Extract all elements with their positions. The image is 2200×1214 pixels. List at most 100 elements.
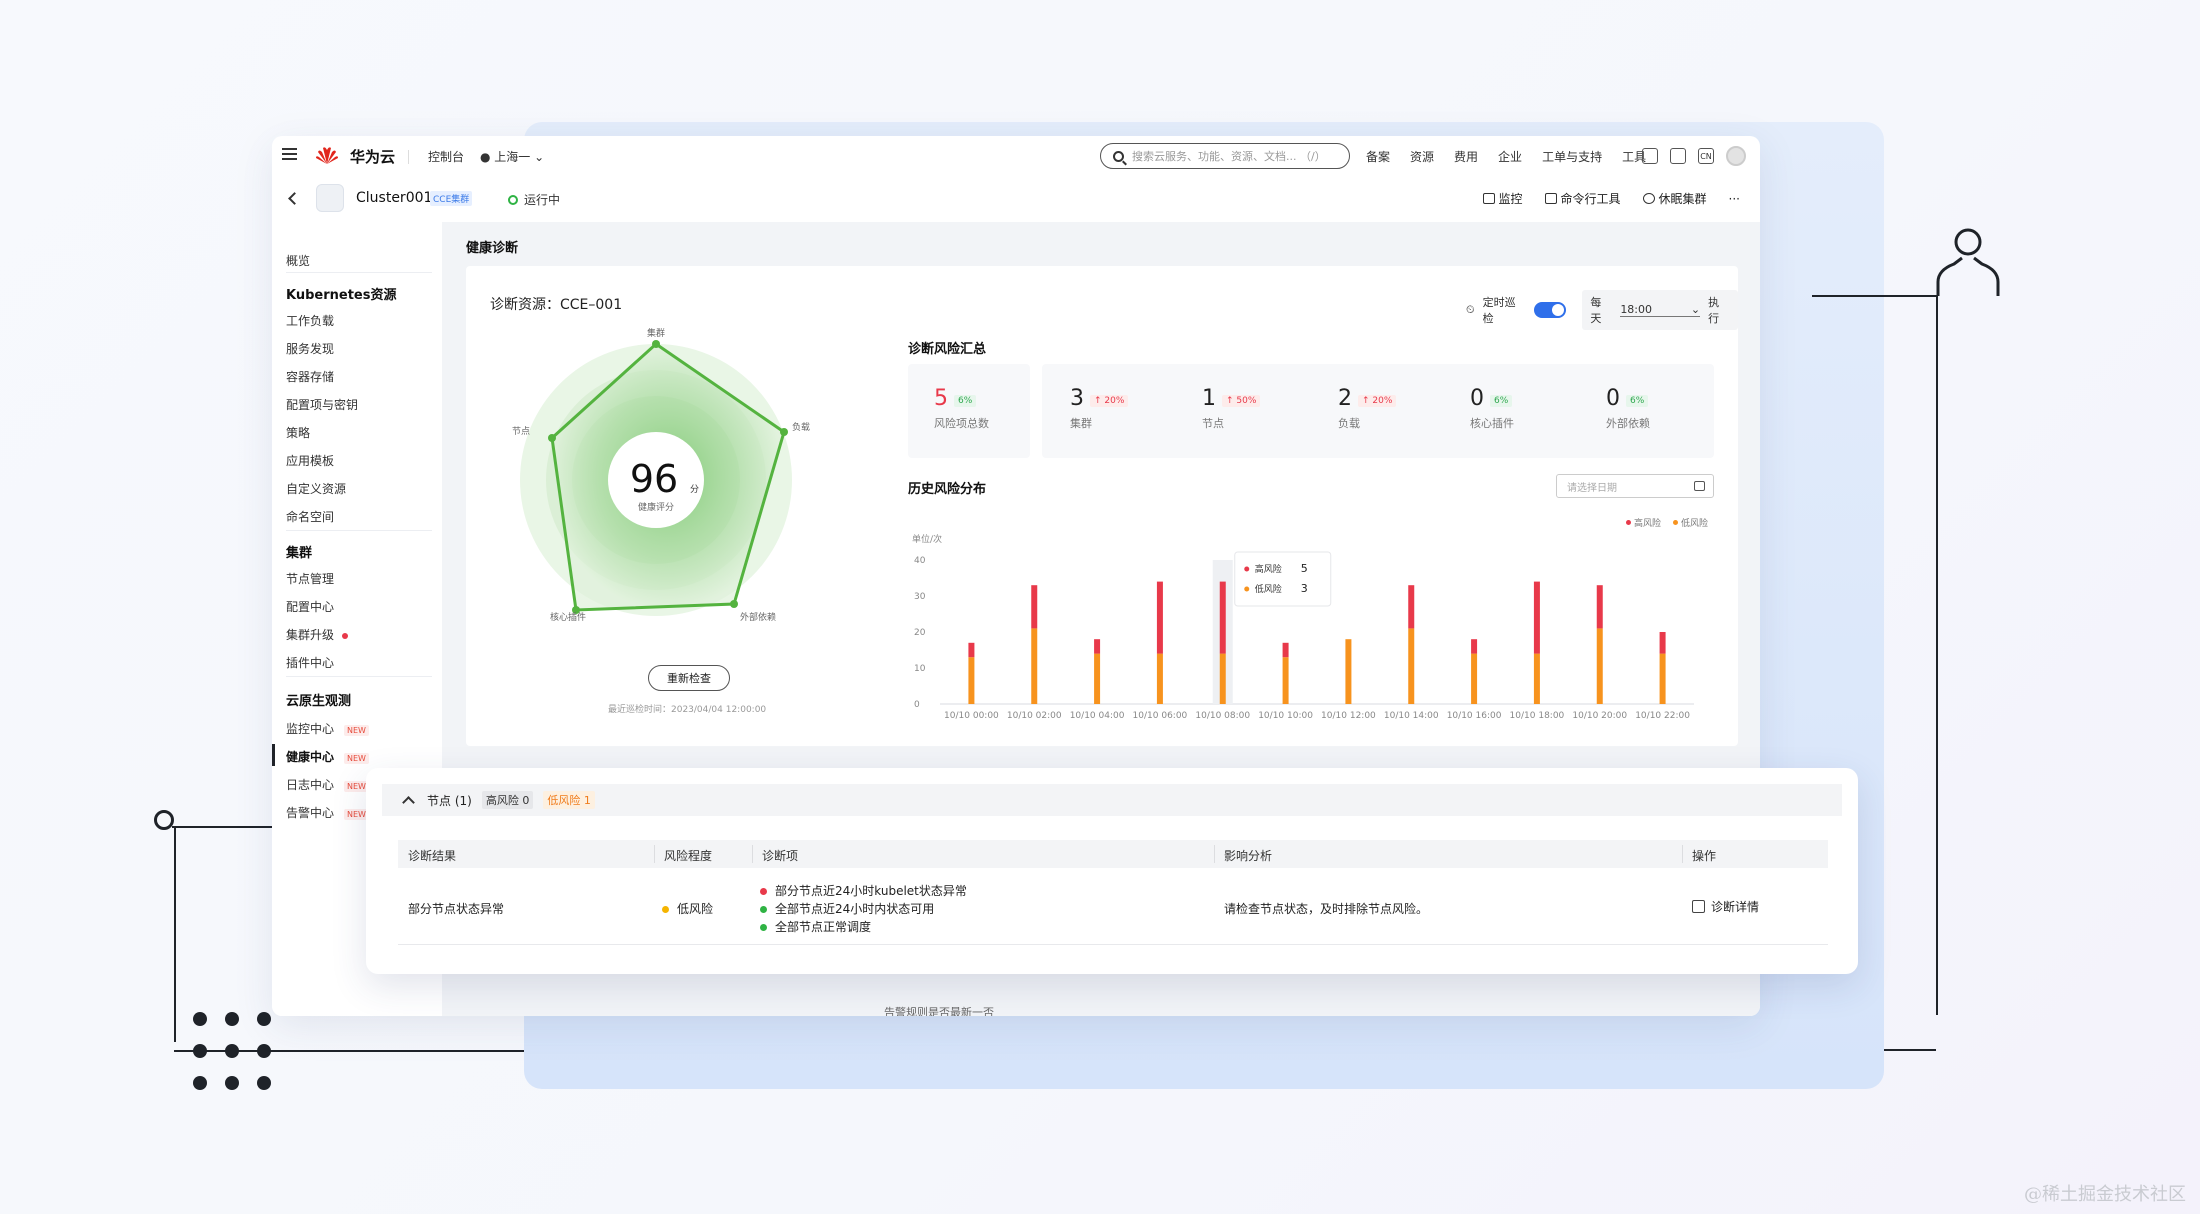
patrol-toggle[interactable] <box>1534 302 1567 318</box>
chevron-up-icon[interactable] <box>402 796 415 809</box>
risk-category-box: 3 ↑ 20% 集群 1 ↑ 50% 节点 2 ↑ 20% 负载 0 6% 核心插件 0… <box>1042 364 1714 458</box>
more-menu-icon[interactable]: ··· <box>1728 191 1740 206</box>
cli-tool-button[interactable]: 命令行工具 <box>1544 190 1621 207</box>
risk-badge: ↑ 50% <box>1222 394 1261 407</box>
bar-low-risk[interactable] <box>1219 653 1226 704</box>
node-diagnosis-panel: 节点 (1) 高风险 0 低风险 1 诊断结果 风险程度 诊断项 影响分析 操作… <box>366 768 1858 974</box>
topbar-link-resources[interactable]: 资源 <box>1410 150 1435 164</box>
date-picker[interactable]: 请选择日期 <box>1556 474 1714 498</box>
legend-low: 低风险 <box>1673 516 1708 529</box>
sidebar-item-overview[interactable]: 概览 <box>286 254 311 268</box>
diagnosis-detail-link[interactable]: 诊断详情 <box>1692 898 1759 915</box>
bar-low-risk[interactable] <box>1596 628 1603 704</box>
bar-high-risk[interactable] <box>968 642 975 658</box>
bar-low-risk[interactable] <box>1282 657 1289 704</box>
bar-low-risk[interactable] <box>1031 628 1038 704</box>
sidebar-item-label: 日志中心 <box>286 778 335 792</box>
decor-dot <box>193 1076 207 1090</box>
monitor-label: 监控 <box>1498 192 1523 206</box>
bar-high-risk[interactable] <box>1659 632 1666 654</box>
recheck-button[interactable]: 重新检查 <box>648 665 730 691</box>
tooltip-label: 高风险 <box>1255 563 1282 575</box>
bar-high-risk[interactable] <box>1408 585 1415 629</box>
bar-low-risk[interactable] <box>968 657 975 704</box>
sidebar-section-observability: 云原生观测 <box>286 694 352 709</box>
decor-ring-left <box>154 810 174 830</box>
user-outline-icon <box>1936 228 2000 296</box>
topbar-link-enterprise[interactable]: 企业 <box>1498 150 1523 164</box>
sidebar-item-config-secrets[interactable]: 配置项与密钥 <box>286 398 359 412</box>
risk-badge: ↑ 20% <box>1358 394 1397 407</box>
sidebar-item-app-templates[interactable]: 应用模板 <box>286 454 335 468</box>
cluster-status: 运行中 <box>508 191 560 208</box>
sidebar-item-policies[interactable]: 策略 <box>286 426 311 440</box>
sidebar-item-nodes[interactable]: 节点管理 <box>286 572 335 586</box>
sidebar-item-logs[interactable]: 日志中心 NEW <box>286 776 369 793</box>
mail-icon[interactable] <box>1670 148 1686 164</box>
sidebar-item-alerts[interactable]: 告警中心 NEW <box>286 804 369 821</box>
sidebar-item-workloads[interactable]: 工作负载 <box>286 314 335 328</box>
sidebar-item-storage[interactable]: 容器存储 <box>286 370 335 384</box>
watermark: @稀土掘金技术社区 <box>2024 1184 2186 1205</box>
bar-high-risk[interactable] <box>1596 585 1603 629</box>
sidebar-item-health[interactable]: 健康中心 NEW <box>286 748 369 765</box>
schedule-execute-button[interactable]: 执行 <box>1708 296 1720 325</box>
topbar-link-filing[interactable]: 备案 <box>1366 150 1391 164</box>
avatar[interactable] <box>1726 146 1746 166</box>
risk-label: 负载 <box>1338 417 1360 430</box>
search-input[interactable]: 搜索云服务、功能、资源、文档... （/） <box>1100 143 1350 169</box>
sidebar-item-addons[interactable]: 插件中心 <box>286 656 335 670</box>
bar-low-risk[interactable] <box>1408 628 1415 704</box>
hibernate-button[interactable]: 休眠集群 <box>1642 190 1707 207</box>
topbar-link-tools[interactable]: 工具 <box>1622 150 1647 164</box>
sidebar-item-custom-resources[interactable]: 自定义资源 <box>286 482 347 496</box>
bar-low-risk[interactable] <box>1094 653 1101 704</box>
monitor-button[interactable]: 监控 <box>1482 190 1523 207</box>
new-badge: NEW <box>344 781 369 792</box>
bar-high-risk[interactable] <box>1094 639 1101 654</box>
bar-high-risk[interactable] <box>1219 581 1226 654</box>
sidebar-item-label: 监控中心 <box>286 722 335 736</box>
bar-high-risk[interactable] <box>1533 581 1540 654</box>
sidebar-item-namespaces[interactable]: 命名空间 <box>286 510 335 524</box>
new-badge: NEW <box>344 725 369 736</box>
node-panel-header[interactable]: 节点 (1) 高风险 0 低风险 1 <box>382 784 1842 816</box>
sidebar-item-monitoring[interactable]: 监控中心 NEW <box>286 720 369 737</box>
schedule-time-select[interactable]: 18:00 ⌄ <box>1620 303 1701 317</box>
cli-tool-label: 命令行工具 <box>1560 192 1621 206</box>
back-arrow-icon[interactable] <box>288 192 301 205</box>
bar-low-risk[interactable] <box>1659 653 1666 704</box>
diagnosis-item: 全部节点正常调度 <box>760 918 871 935</box>
x-tick-label: 10/10 12:00 <box>1321 711 1376 721</box>
menu-icon[interactable] <box>282 148 297 160</box>
hidden-row-text: 告警规则是否最新一否 <box>884 1006 994 1016</box>
console-link[interactable]: 控制台 <box>428 150 465 164</box>
sidebar-item-services[interactable]: 服务发现 <box>286 342 335 356</box>
bar-high-risk[interactable] <box>1471 639 1478 654</box>
topbar-link-billing[interactable]: 费用 <box>1454 150 1479 164</box>
region-label: 上海一 <box>494 150 531 164</box>
bar-high-risk[interactable] <box>1282 642 1289 658</box>
risk-label: 集群 <box>1070 417 1092 430</box>
monitor-icon <box>1482 193 1495 204</box>
risk-cell-workload: 2 ↑ 20% 负载 <box>1338 386 1397 431</box>
decor-line-right-bottom <box>1884 1049 1936 1051</box>
risk-level: 低风险 <box>662 900 713 917</box>
bar-low-risk[interactable] <box>1156 653 1163 704</box>
risk-cell-node: 1 ↑ 50% 节点 <box>1202 386 1261 431</box>
bar-high-risk[interactable] <box>1031 585 1038 629</box>
bar-low-risk[interactable] <box>1533 653 1540 704</box>
sidebar-item-config-center[interactable]: 配置中心 <box>286 600 335 614</box>
language-toggle[interactable]: CN <box>1698 148 1714 164</box>
sidebar-item-cluster-upgrade[interactable]: 集群升级 <box>286 626 349 643</box>
bar-low-risk[interactable] <box>1345 639 1352 704</box>
date-placeholder: 请选择日期 <box>1567 482 1617 494</box>
region-selector[interactable]: ● 上海一 ⌄ <box>480 150 545 164</box>
bar-low-risk[interactable] <box>1471 653 1478 704</box>
x-tick-label: 10/10 10:00 <box>1258 711 1313 721</box>
topbar-link-support[interactable]: 工单与支持 <box>1542 150 1603 164</box>
y-tick-label: 40 <box>914 556 926 566</box>
radar-axis-label: 核心插件 <box>550 611 586 623</box>
bar-high-risk[interactable] <box>1156 581 1163 654</box>
terminal-icon[interactable] <box>1642 148 1658 164</box>
